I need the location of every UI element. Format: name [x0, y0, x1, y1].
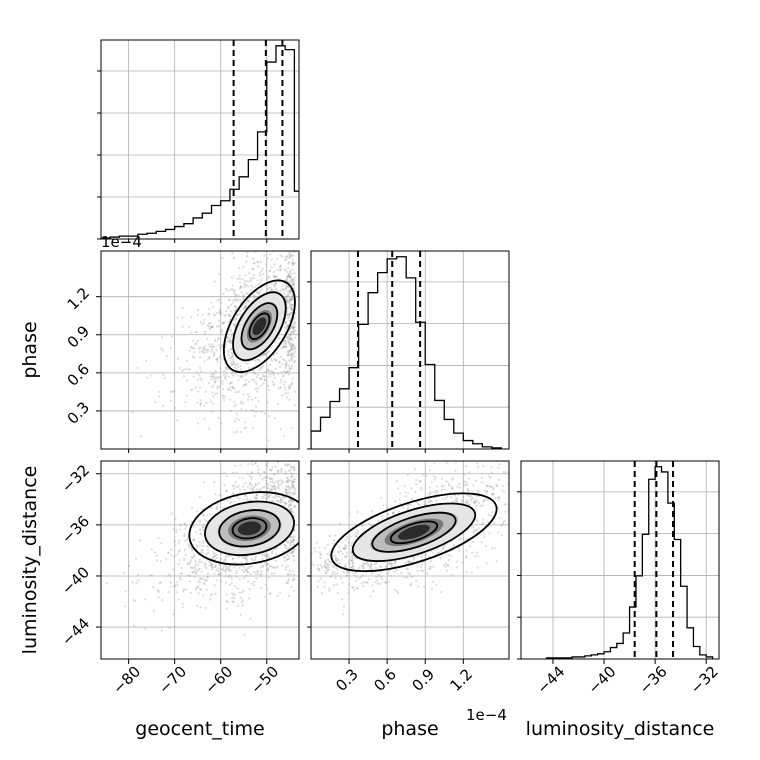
x-axis-label: geocent_time: [135, 718, 264, 740]
x-axis-label: luminosity_distance: [526, 718, 715, 740]
panel-frame: [100, 460, 300, 660]
x-tick-label: −70: [155, 662, 190, 697]
x-tick-label: −40: [584, 662, 619, 697]
histogram-step-geocent_time: [101, 45, 299, 239]
x-tick-label: 0.6: [370, 665, 400, 695]
panel-frame: [310, 250, 510, 450]
x-tick-label: −60: [201, 662, 236, 697]
y-tick-label: −32: [58, 461, 93, 496]
contour-line: [222, 279, 296, 373]
contour-line: [330, 492, 498, 573]
contour-line: [389, 520, 439, 545]
contour-line: [231, 517, 268, 540]
y-tick-label: 1.2: [64, 284, 94, 314]
panel-frame: [100, 250, 300, 450]
contour-line: [188, 491, 299, 566]
contour-line: [204, 500, 295, 556]
y-tick-label: 0.6: [64, 360, 94, 390]
x-tick-label: −80: [109, 662, 144, 697]
x-axis-luminosity_distance: −44 −40 −36 −32 luminosity_distance: [526, 659, 722, 740]
contour-line: [240, 302, 279, 351]
panel-frame: [100, 39, 300, 240]
y-axis-luminosity_distance: −44 −40 −36 −32 luminosity_distance: [19, 461, 101, 654]
x-tick-label: −44: [533, 662, 568, 697]
histogram-panel-luminosity_distance: [517, 460, 720, 660]
density-level: [252, 317, 267, 336]
x-tick-label: −50: [247, 662, 282, 697]
density-body: [101, 461, 299, 659]
x-axis-phase: 0.3 0.6 0.9 1.2 phase: [332, 659, 476, 740]
contour-line: [351, 502, 477, 562]
y-tick-label: −40: [58, 563, 93, 598]
x-axis-geocent_time: −80 −70 −60 −50 geocent_time: [109, 659, 282, 740]
x-axis-label: phase: [381, 718, 438, 740]
panel-frame: [520, 460, 720, 660]
density-body: [311, 461, 509, 659]
density-level: [237, 521, 262, 536]
histogram-step-phase: [311, 256, 503, 449]
density-panel-geocent_time-vs-phase: [100, 250, 300, 450]
histogram-panel-geocent_time: [97, 39, 300, 240]
density-body: [101, 251, 299, 449]
x-tick-label: 0.9: [408, 665, 438, 695]
y-offset-text: 1e−4: [101, 233, 142, 251]
x-tick-label: −32: [687, 662, 722, 697]
contour-line: [371, 511, 457, 553]
x-offset-text: 1e−4: [466, 706, 507, 724]
y-axis-label: luminosity_distance: [19, 466, 41, 655]
density-panel-geocent_time-vs-luminosity_distance: [100, 460, 300, 660]
x-tick-label: −36: [636, 662, 671, 697]
histogram-step-luminosity_distance: [545, 466, 714, 659]
histogram-panel-phase: [307, 250, 510, 450]
panel-frame: [310, 460, 510, 660]
y-tick-label: 0.3: [64, 398, 94, 428]
y-tick-label: 0.9: [64, 322, 94, 352]
contour-line: [218, 509, 281, 548]
y-tick-label: −36: [58, 512, 93, 547]
contour-line: [248, 312, 271, 341]
y-axis-label: phase: [19, 321, 41, 378]
y-axis-phase: 0.3 0.6 0.9 1.2 phase: [19, 284, 101, 428]
x-tick-label: 0.3: [332, 665, 362, 695]
density-level: [398, 524, 430, 540]
y-tick-label: −44: [58, 614, 93, 649]
density-panel-phase-vs-luminosity_distance: [310, 460, 510, 660]
x-tick-label: 1.2: [447, 665, 477, 695]
contour-line: [232, 291, 287, 362]
